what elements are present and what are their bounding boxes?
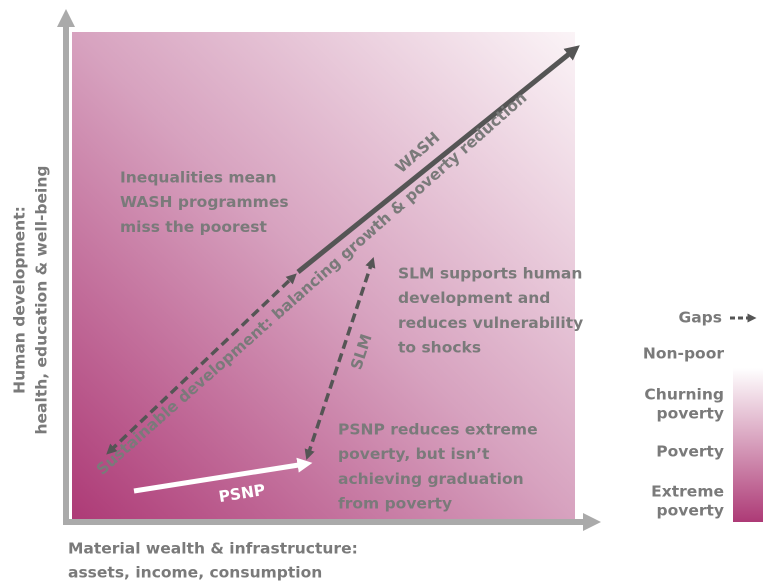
note-text: development and <box>398 289 550 307</box>
legend-level: Poverty <box>656 443 724 461</box>
note-text: PSNP reduces extreme <box>338 421 538 439</box>
legend-level: poverty <box>656 502 724 520</box>
note-text: achieving graduation <box>338 470 524 488</box>
note-text: reduces vulnerability <box>398 314 583 332</box>
note-text: WASH programmes <box>120 193 289 211</box>
note-text: from poverty <box>338 495 452 513</box>
y-label: Human development: <box>11 206 29 394</box>
gap-arrow <box>304 257 376 460</box>
legend-level: Churning <box>644 386 724 404</box>
main-arrow <box>296 45 580 274</box>
note-text: SLM supports human <box>398 265 582 283</box>
legend-level: poverty <box>656 405 724 423</box>
x-label: Material wealth & infrastructure: <box>68 540 358 558</box>
legend-color-bar <box>733 368 763 522</box>
x-label: assets, income, consumption <box>68 564 322 582</box>
note-text: to shocks <box>398 339 481 357</box>
note-text: miss the poorest <box>120 218 267 236</box>
y-label: health, education & well-being <box>33 166 51 435</box>
legend-level: Extreme <box>651 483 724 501</box>
note-text: Inequalities mean <box>120 169 277 187</box>
legend-gaps: Gaps <box>678 309 722 327</box>
legend-level: Non-poor <box>643 345 724 363</box>
note-text: poverty, but isn’t <box>338 445 490 463</box>
psnp-arrow <box>133 457 313 494</box>
gap-arrow <box>106 273 297 455</box>
